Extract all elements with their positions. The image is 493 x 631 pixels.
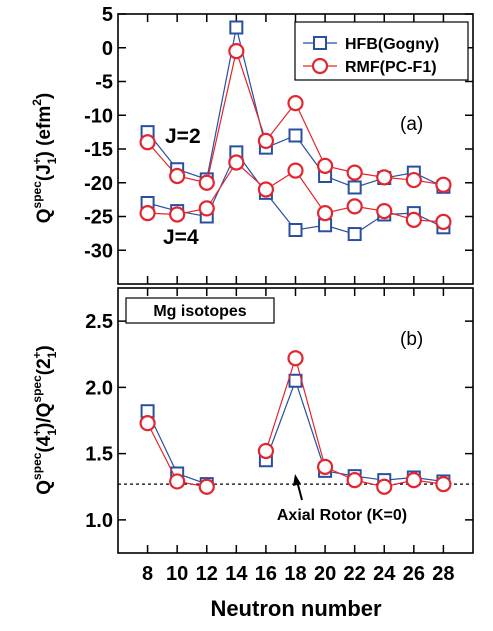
panel-b-series-1-point-3 [257,442,275,460]
panel-a-series-2-point-5 [288,223,303,237]
panel-a-ytick-label-7: -30 [84,240,113,262]
x-tick-label-5: 18 [284,563,306,585]
panel-a-series-3-point-1 [169,206,186,223]
panel-a-ylabel: Qspec(J1+) (efm2) [30,93,59,224]
panel-a-series-1-point-8 [376,169,393,186]
reference-arrow-head [293,474,301,486]
x-tick-label-9: 26 [403,563,425,585]
reference-line-label: Axial Rotor (K=0) [277,507,407,524]
panel-a: 5 0 -5 -10 -15 -20 -25 -30 (a) J=2 J=4 HFB(Gogn… [30,4,474,285]
panel-a-series-1-point-0 [139,134,156,151]
panel-b-label: (b) [400,329,423,350]
panel-a-series-1-point-2 [198,174,215,191]
x-tick-label-2: 12 [196,563,218,585]
panel-a-ytick-label-4: -15 [84,139,113,161]
panel-a-series-1-point-9 [405,171,422,189]
panel-b-series-0-line-1 [265,378,444,483]
panel-b-series-1-point-7 [376,478,393,495]
panel-b-series-1-point-5 [316,458,334,475]
panel-b-ticks: 1.0 1.5 2.0 2.5 [85,288,473,553]
x-tick-labels: 8 10 12 14 16 18 20 22 24 26 28 [142,563,455,585]
panel-a-series-3-point-5 [287,162,304,179]
panel-a-ytick-label-5: -20 [84,173,113,195]
panel-a-ticks: 5 0 -5 -10 -15 -20 -25 -30 [84,4,473,284]
panel-a-series-1-point-6 [316,157,334,174]
x-tick-label-7: 22 [344,563,366,585]
x-tick-label-0: 8 [142,563,153,585]
panel-a-series-1-point-5 [287,94,304,112]
x-tick-label-4: 16 [255,563,277,585]
panel-a-series-3-point-2 [198,200,215,217]
panel-b-series-1-point-1 [169,473,186,490]
legend-label-hfb: HFB(Gogny) [345,36,439,53]
x-tick-label-10: 28 [432,563,454,585]
box-label-frame [125,297,275,324]
panel-a-series-1-point-7 [346,164,363,181]
panel-a-series-1-point-4 [257,132,275,149]
x-axis-title: Neutron number [210,596,382,621]
x-tick-label-8: 24 [373,563,396,585]
legend-label-rmf: RMF(PC-F1) [345,59,437,76]
panel-a-series-3-point-10 [435,213,452,230]
panel-a-ytick-label-3: -10 [84,105,113,127]
panel-b-series-1-point-9 [435,476,452,493]
panel-b-series-1-point-8 [405,472,422,489]
panel-a-series-3-point-3 [228,154,245,171]
panel-a-series [139,20,452,242]
panel-b-ytick-label-3: 2.5 [85,311,113,333]
panel-b-series-0-point-4 [288,373,303,388]
panel-a-ytick-label-2: -5 [95,72,113,94]
panel-b-ylabel: Qspec(41+)/Qspec(21+) [30,345,59,494]
x-tick-label-1: 10 [166,563,188,585]
panel-b-ytick-label-2: 2.0 [85,377,113,399]
panel-a-series-0-point-3 [229,20,244,35]
annotation-j2: J=2 [165,125,201,148]
panel-a-series-1-point-1 [169,167,186,185]
panel-b-series-1-point-0 [139,415,156,432]
panel-a-series-3-point-9 [405,211,422,228]
panel-a-ytick-label-1: 0 [102,38,113,60]
panel-b-series [139,350,452,495]
panel-b-ytick-label-0: 1.0 [85,510,113,532]
panel-a-series-1-point-3 [228,43,245,60]
panel-b-ytick-label-1: 1.5 [85,444,113,466]
panel-a-label: (a) [400,114,423,135]
panel-b: 1.0 1.5 2.0 2.5 (b) Mg isotopes Axial Rotor… [30,287,474,554]
panel-a-series-3-point-4 [257,181,275,198]
box-label: Mg isotopes [153,303,246,320]
panel-a-series-0-point-5 [288,128,303,143]
annotation-j4: J=4 [163,226,199,249]
panel-a-series-3-point-8 [376,203,393,220]
x-tick-label-6: 20 [314,563,336,585]
legend-marker-rmf [311,57,329,75]
panel-b-series-1-point-6 [346,472,363,489]
x-tick-label-3: 14 [225,563,248,585]
legend-marker-hfb [313,36,327,50]
panel-a-series-2-point-7 [347,227,362,242]
panel-a-series-3-point-6 [316,205,334,222]
panel-a-series-0-point-7 [347,180,362,195]
panel-b-series-1-point-4 [287,350,304,367]
panel-a-ytick-label-6: -25 [84,207,113,229]
panel-a-series-1-point-10 [435,176,452,193]
panel-b-series-1-point-2 [198,478,215,495]
panel-a-series-3-point-7 [346,198,363,215]
panel-a-ytick-label-0: 5 [102,4,113,26]
panel-a-series-3-point-0 [139,205,156,222]
legend: HFB(Gogny) RMF(PC-F1) [294,21,469,81]
